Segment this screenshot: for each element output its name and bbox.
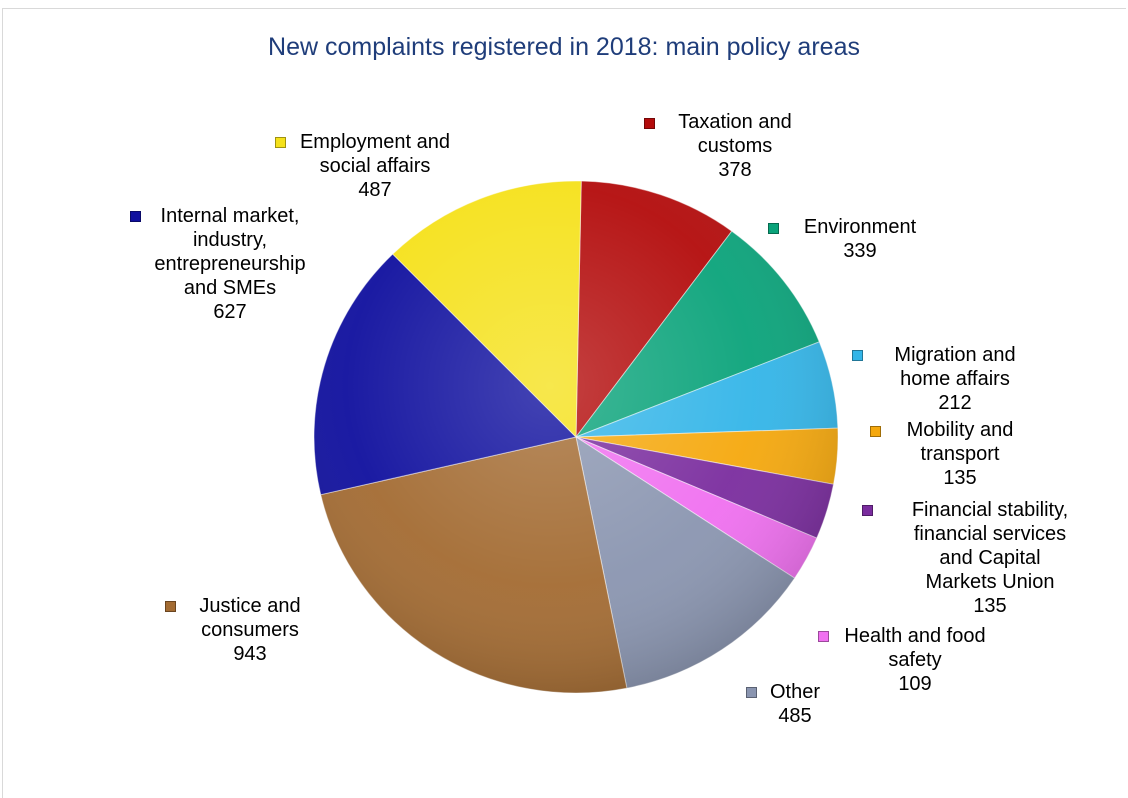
data-label-value: 109 <box>898 673 932 695</box>
chart-title: New complaints registered in 2018: main … <box>268 33 860 61</box>
data-label-category: Mobility and transport <box>906 419 1014 465</box>
data-label-category: Migration and home affairs <box>894 344 1016 390</box>
data-label-value: 135 <box>943 467 977 489</box>
data-label-0: Taxation and customs 378 <box>640 110 830 182</box>
legend-swatch-2 <box>852 350 863 361</box>
data-label-value: 485 <box>778 705 812 727</box>
data-label-category: Financial stability, financial services an… <box>911 499 1069 593</box>
data-label-2: Migration and home affairs 212 <box>845 343 1065 415</box>
data-label-value: 627 <box>213 301 247 323</box>
legend-swatch-9 <box>275 137 286 148</box>
legend-swatch-7 <box>165 601 176 612</box>
data-label-category: Justice and consumers <box>199 595 301 641</box>
chart-frame <box>2 8 1126 798</box>
data-label-3: Mobility and transport 135 <box>870 418 1050 490</box>
legend-swatch-8 <box>130 211 141 222</box>
data-label-value: 378 <box>718 159 752 181</box>
data-label-category: Employment and social affairs <box>299 131 451 177</box>
legend-swatch-4 <box>862 505 873 516</box>
data-label-category: Environment <box>803 216 917 238</box>
data-label-value: 135 <box>973 595 1007 617</box>
legend-swatch-3 <box>870 426 881 437</box>
data-label-category: Internal market, industry, entrepreneurshi… <box>154 205 306 299</box>
legend-swatch-0 <box>644 118 655 129</box>
data-label-value: 339 <box>843 240 877 262</box>
data-label-8: Internal market, industry, entrepreneurshi… <box>100 204 360 324</box>
legend-swatch-5 <box>818 631 829 642</box>
data-label-category: Other <box>769 681 821 703</box>
data-label-1: Environment 339 <box>780 215 940 263</box>
data-label-value: 943 <box>233 643 267 665</box>
data-label-5: Health and food safety 109 <box>815 624 1015 696</box>
legend-swatch-6 <box>746 687 757 698</box>
data-label-7: Justice and consumers 943 <box>155 594 345 666</box>
data-label-4: Financial stability, financial services an… <box>860 498 1120 618</box>
data-label-6: Other 485 <box>735 680 855 728</box>
legend-swatch-1 <box>768 223 779 234</box>
data-label-category: Health and food safety <box>844 625 986 671</box>
data-label-value: 487 <box>358 179 392 201</box>
data-label-category: Taxation and customs <box>678 111 792 157</box>
data-label-value: 212 <box>938 392 972 414</box>
data-label-9: Employment and social affairs 487 <box>255 130 495 202</box>
